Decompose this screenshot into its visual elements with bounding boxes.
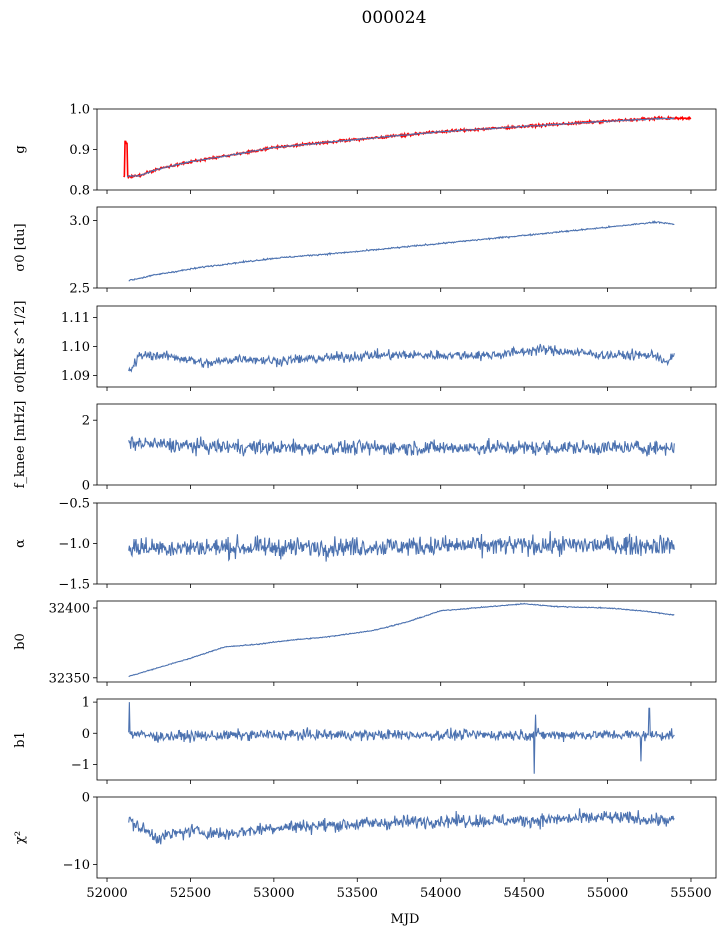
x-tick-label: 55500 [670,886,711,901]
x-tick-label: 53000 [253,886,294,901]
y-axis-label: σ0[mK s^1/2] [13,301,28,393]
y-tick-label: −1 [71,758,90,773]
panel-1: 0.8 0.9 1.0 g [13,103,717,199]
x-tick-label: 52500 [170,886,211,901]
panel-5: −1.5 −1.0 −0.5 α [13,497,717,593]
y-tick-label: 0 [82,727,90,742]
y-tick-label: 1.09 [61,369,90,384]
panel-7: −1 0 1 b1 [13,696,717,784]
series-line [128,808,675,845]
chart-title: 000024 [362,8,427,28]
y-axis-label: b1 [13,731,28,748]
y-tick-label: 2 [82,414,90,429]
series-line [126,117,675,178]
y-tick-label: 0.8 [69,184,90,199]
y-tick-label: 1.10 [61,340,90,355]
y-tick-label: 0 [82,479,90,494]
panel-8: −10 0 χ² [13,791,717,882]
panel-6: 32350 32400 b0 [13,600,717,686]
y-tick-label: 3.0 [69,214,90,229]
x-axis-label: MJD [391,912,420,927]
panels: 0.8 0.9 1.0 g 2.5 3.0 σ0 [du] 1.09 1.10 1.11 σ0[mK… [13,103,717,901]
series-line [128,602,675,678]
y-tick-label: 32350 [49,671,90,686]
y-axis-label: χ² [13,831,28,844]
panel-frame [96,403,717,486]
x-tick-label: 55000 [587,886,628,901]
panel-frame [96,600,717,683]
y-tick-label: 0.9 [69,143,90,158]
series-line [128,702,675,774]
series-line [128,220,675,282]
y-tick-label: 0 [82,791,90,806]
panel-3: 1.09 1.10 1.11 σ0[mK s^1/2] [13,301,717,393]
panel-frame [96,305,717,388]
panel-frame [96,796,717,879]
y-tick-label: −0.5 [58,497,90,512]
x-tick-label: 54000 [420,886,461,901]
x-tick-label: 54500 [503,886,544,901]
series-line [128,343,675,373]
panel-frame [96,698,717,781]
y-tick-label: 2.5 [69,282,90,297]
y-tick-label: −1.0 [58,537,90,552]
series-line [128,435,675,457]
y-axis-label: g [13,145,28,153]
y-tick-label: −10 [63,858,90,873]
y-axis-label: σ0 [du] [13,223,28,271]
panel-2: 2.5 3.0 σ0 [du] [13,206,717,297]
y-axis-label: f_knee [mHz] [13,401,28,489]
y-tick-label: −1.5 [58,578,90,593]
y-tick-label: 1.0 [69,103,90,118]
y-tick-label: 1 [82,696,90,711]
x-tick-label: 52000 [86,886,127,901]
y-tick-label: 1.11 [61,311,90,326]
series-line [128,531,675,562]
series-line [123,115,692,180]
x-tick-label: 53500 [337,886,378,901]
panel-4: 0 2 f_knee [mHz] [13,401,717,494]
y-axis-label: α [13,539,28,548]
y-tick-label: 32400 [49,601,90,616]
y-axis-label: b0 [13,633,28,650]
panel-frame [96,206,717,289]
